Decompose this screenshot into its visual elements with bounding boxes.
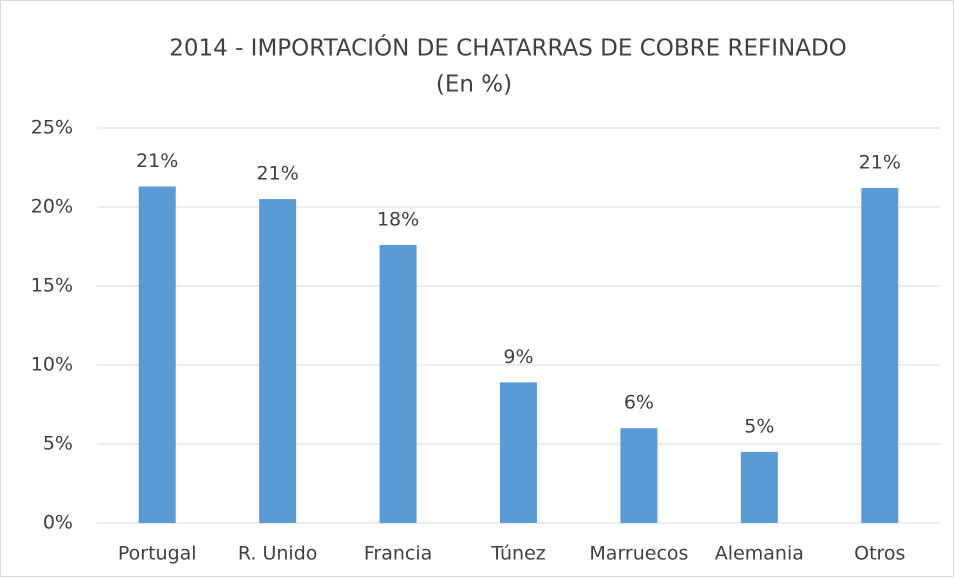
y-tick-label: 0% xyxy=(43,512,73,534)
x-tick-label: Otros xyxy=(854,543,905,565)
data-label: 6% xyxy=(624,392,654,414)
data-label: 5% xyxy=(744,415,774,437)
bar xyxy=(500,382,537,523)
y-tick-label: 15% xyxy=(31,275,73,297)
y-tick-label: 20% xyxy=(31,196,73,218)
bar xyxy=(138,186,176,523)
chart-subtitle: (En %) xyxy=(436,72,512,98)
y-tick-label: 10% xyxy=(31,354,73,376)
y-tick-label: 25% xyxy=(31,117,73,139)
bar xyxy=(259,199,297,523)
data-label: 9% xyxy=(503,346,533,368)
data-label: 21% xyxy=(859,152,901,174)
bar xyxy=(861,188,899,524)
x-tick-label: Túnez xyxy=(490,543,545,565)
chart-title: 2014 - IMPORTACIÓN DE CHATARRAS DE COBRE… xyxy=(169,34,847,62)
bar xyxy=(620,428,658,523)
x-tick-label: Alemania xyxy=(715,543,804,565)
x-tick-label: Francia xyxy=(364,543,432,565)
data-label: 21% xyxy=(136,150,178,172)
x-tick-label: Portugal xyxy=(118,543,197,565)
x-tick-label: R. Unido xyxy=(238,543,318,565)
data-label: 21% xyxy=(257,163,299,185)
x-tick-label: Marruecos xyxy=(589,543,688,565)
data-label: 18% xyxy=(377,208,419,230)
bar xyxy=(379,244,417,524)
bar xyxy=(740,451,778,523)
y-tick-label: 5% xyxy=(43,433,73,455)
